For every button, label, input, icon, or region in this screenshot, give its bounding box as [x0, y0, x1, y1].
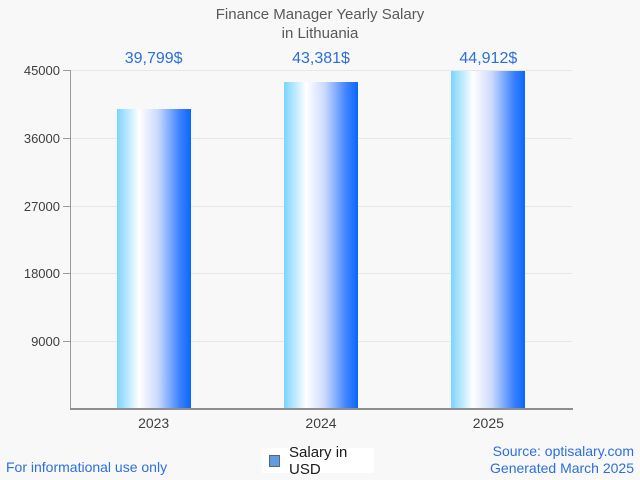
bar-value-label-2023: 39,799$: [124, 50, 183, 67]
gridline-45000: [70, 70, 572, 71]
generated-text: Generated March 2025: [490, 460, 634, 476]
disclaimer-text: For informational use only: [6, 459, 168, 475]
bar-2025: [451, 70, 526, 409]
y-axis-tick-label: 18000: [23, 266, 60, 282]
y-axis-tick: [63, 205, 70, 207]
y-axis-tick-label: 27000: [23, 198, 60, 214]
y-axis-tick-label: 9000: [31, 334, 60, 350]
y-axis-tick: [63, 70, 70, 71]
plot-area: [70, 70, 572, 409]
bar-value-label-2025: 44,912$: [459, 50, 518, 67]
source-text: Source: optisalary.com: [492, 443, 634, 459]
y-axis-tick: [63, 273, 70, 275]
source-attribution: Source: optisalary.com Generated March 2…: [490, 443, 634, 477]
chart-title-line-2: in Lithuania: [281, 25, 359, 42]
x-axis-label-2023: 2023: [138, 415, 170, 431]
legend-label: Salary in USD: [289, 443, 348, 478]
y-axis-tick: [63, 137, 70, 139]
y-axis-line: [70, 70, 71, 409]
legend-swatch-icon: [269, 454, 281, 467]
legend: Salary in USD: [262, 444, 374, 478]
y-axis-tick: [63, 341, 70, 343]
x-axis-line: [70, 408, 573, 410]
x-axis-label-2024: 2024: [305, 415, 337, 431]
x-axis-label-2025: 2025: [472, 415, 504, 431]
bar-value-label-2024: 43,381$: [292, 50, 350, 67]
y-axis-tick-label: 36000: [23, 130, 60, 146]
y-axis-tick-label: 45000: [23, 63, 60, 78]
bar-2024: [284, 82, 358, 409]
chart-title-line-1: Finance Manager Yearly Salary: [215, 6, 425, 23]
bar-2023: [116, 109, 191, 409]
chart-title: Finance Manager Yearly Salary in Lithuan…: [0, 5, 640, 43]
